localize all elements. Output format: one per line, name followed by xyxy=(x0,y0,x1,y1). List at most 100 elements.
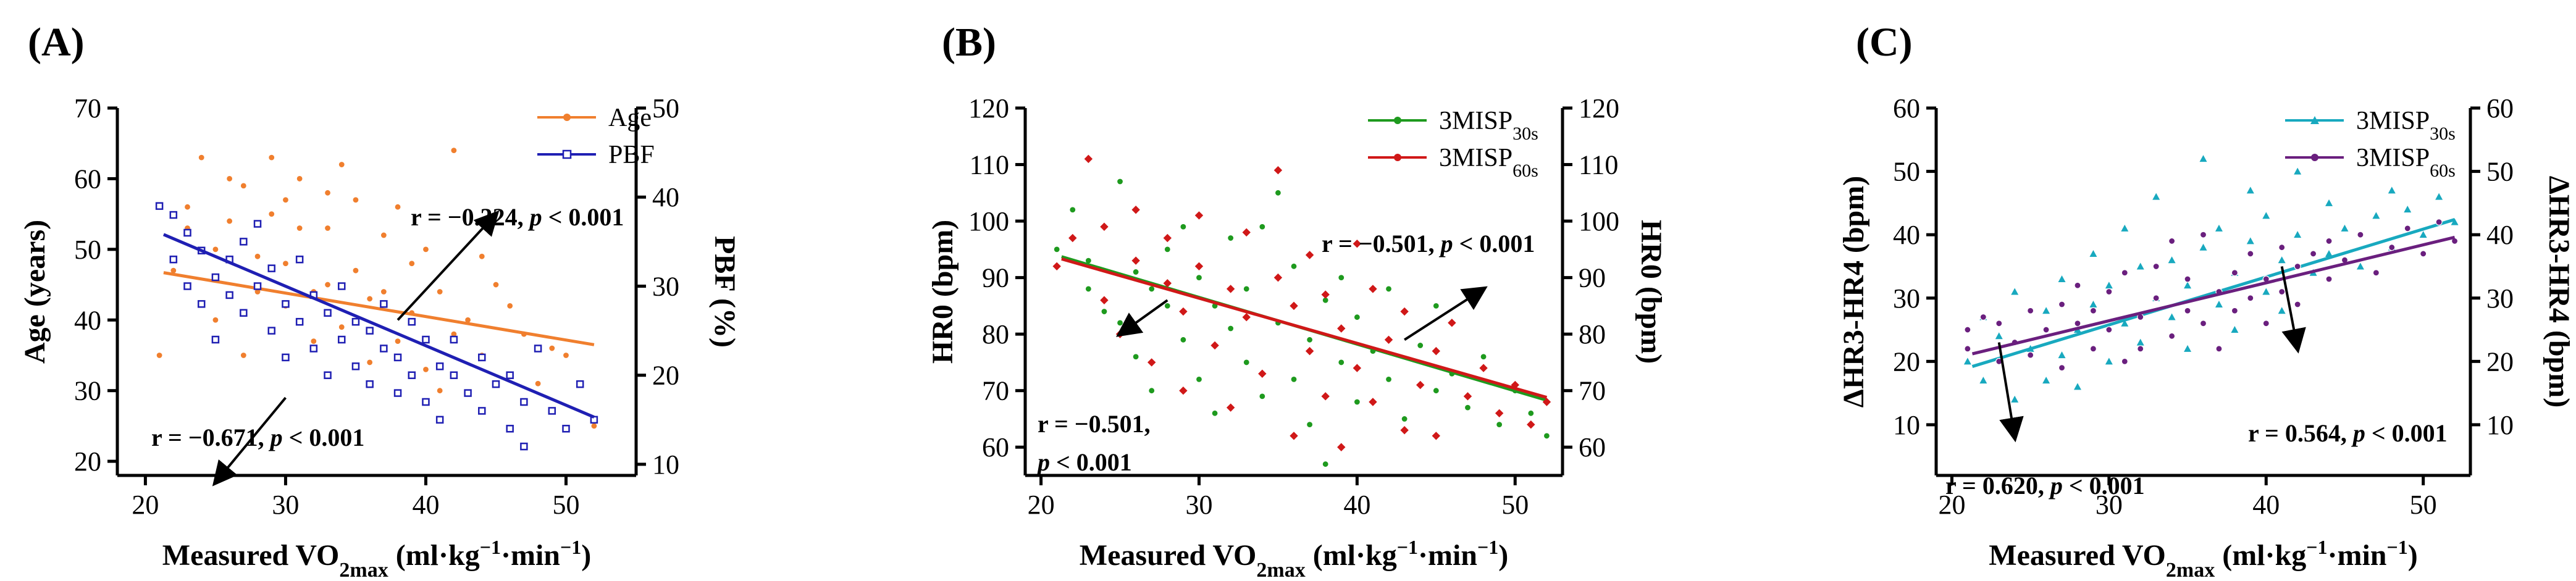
data-point xyxy=(1417,341,1424,349)
right-y-tick-label: 110 xyxy=(1579,150,1618,180)
data-point xyxy=(1353,398,1361,406)
legend-name: 3MISP xyxy=(2356,107,2430,135)
left-y-tick-label: 10 xyxy=(1893,410,1920,440)
data-point xyxy=(2105,288,2113,296)
x-label-superscript: −1 xyxy=(1477,536,1498,558)
data-point xyxy=(380,288,387,296)
data-point xyxy=(1305,251,1314,259)
data-point xyxy=(1495,409,1504,418)
data-point xyxy=(1353,239,1362,248)
data-point xyxy=(2435,219,2443,226)
data-point xyxy=(1069,206,1076,214)
data-point xyxy=(1385,375,1393,383)
series-2: 3MISP60s xyxy=(1052,144,1551,451)
data-point xyxy=(1401,415,1408,423)
data-point xyxy=(1273,165,1283,175)
annotation-text: r = 0.620, p < 0.001 xyxy=(1945,472,2145,499)
data-point xyxy=(435,416,444,424)
data-point xyxy=(2404,225,2411,232)
data-point xyxy=(2341,224,2349,232)
data-point xyxy=(2435,193,2443,200)
data-point xyxy=(1480,353,1487,361)
data-point xyxy=(1147,358,1156,367)
data-point xyxy=(2294,262,2301,270)
data-point xyxy=(240,351,247,359)
x-label-superscript: −1 xyxy=(2306,536,2327,558)
data-point xyxy=(324,224,332,232)
data-point xyxy=(2089,345,2097,353)
data-point xyxy=(1194,262,1204,271)
data-point xyxy=(324,309,332,317)
annotation-p: p xyxy=(528,203,542,231)
x-label-main: Measured VO xyxy=(162,539,340,572)
legend-marker xyxy=(1394,117,1401,124)
data-point xyxy=(296,224,303,232)
legend-label: Age xyxy=(608,104,652,132)
legend-name: Age xyxy=(608,104,652,132)
x-axis-label: Measured VO2max (ml·kg−1·min−1) xyxy=(1989,536,2417,581)
annotation-text-line2: p < 0.001 xyxy=(1036,448,1132,476)
annotation-p: p xyxy=(1036,448,1050,476)
data-point xyxy=(2231,326,2239,333)
legend-marker xyxy=(2311,154,2318,161)
annotation-text: r = 0.564, p < 0.001 xyxy=(2248,419,2448,447)
right-y-tick-label: 70 xyxy=(1579,376,1606,406)
left-y-axis-label: ΔHR3-HR4 (bpm) xyxy=(1837,176,1870,408)
right-y-tick-label: 10 xyxy=(652,449,679,480)
data-point xyxy=(2294,301,2301,308)
data-point xyxy=(1258,369,1267,378)
data-point xyxy=(2325,237,2333,245)
legend-marker xyxy=(2310,116,2319,124)
data-point xyxy=(1180,223,1187,230)
data-point xyxy=(1210,341,1219,350)
data-point xyxy=(1432,346,1440,356)
data-point xyxy=(324,371,332,379)
data-point xyxy=(2262,212,2270,219)
data-point xyxy=(1163,233,1172,243)
data-point xyxy=(534,380,542,387)
data-point xyxy=(1305,346,1314,356)
data-point xyxy=(2419,231,2427,238)
data-point xyxy=(1353,364,1362,372)
data-point xyxy=(1964,326,1971,333)
data-point xyxy=(1543,432,1551,440)
right-y-tick-label: 50 xyxy=(2486,157,2514,187)
data-point xyxy=(2278,256,2286,264)
data-point xyxy=(2121,357,2128,365)
right-y-tick-label: 50 xyxy=(652,93,679,123)
data-point xyxy=(576,380,584,388)
x-tick-label: 50 xyxy=(552,490,579,520)
data-point xyxy=(156,351,163,359)
chart-panel-1: (A) 20 30 40 50 20 30 40 50 60 70 10 20 30 40 50 Measure… xyxy=(19,20,741,581)
data-point xyxy=(226,175,233,183)
data-point xyxy=(1448,319,1456,327)
data-point xyxy=(1979,377,1987,384)
data-point xyxy=(2074,320,2081,327)
data-point xyxy=(2246,237,2254,245)
data-point xyxy=(226,217,233,225)
annotation-r: r = 0.564, xyxy=(2248,419,2353,447)
annotation-text: r = −0.501, xyxy=(1038,410,1151,438)
legend-subscript: 30s xyxy=(1512,123,1538,144)
data-point xyxy=(2372,269,2380,277)
right-y-tick-label: 80 xyxy=(1579,319,1606,349)
annotation-r: r = 0.620, xyxy=(1945,472,2050,499)
legend-subscript: 60s xyxy=(2430,161,2456,181)
data-point xyxy=(590,422,598,430)
legend-subscript: 60s xyxy=(1512,161,1538,181)
data-point xyxy=(2199,320,2207,327)
x-tick-label: 30 xyxy=(2096,490,2123,520)
data-point xyxy=(1148,387,1156,395)
data-point xyxy=(1194,211,1204,220)
data-point xyxy=(155,202,164,210)
data-point xyxy=(1227,325,1235,332)
left-y-tick-label: 60 xyxy=(74,164,101,194)
data-point xyxy=(2136,338,2144,346)
data-point xyxy=(352,267,359,274)
data-point xyxy=(282,196,290,204)
data-point xyxy=(2357,231,2364,238)
data-point xyxy=(1259,393,1266,400)
data-point xyxy=(1180,336,1187,343)
chart-panel-2: (B) 20 30 40 50 60 70 80 90 100 110 120 60 70 80 90 100 1… xyxy=(926,20,1668,581)
data-point xyxy=(2168,237,2176,245)
